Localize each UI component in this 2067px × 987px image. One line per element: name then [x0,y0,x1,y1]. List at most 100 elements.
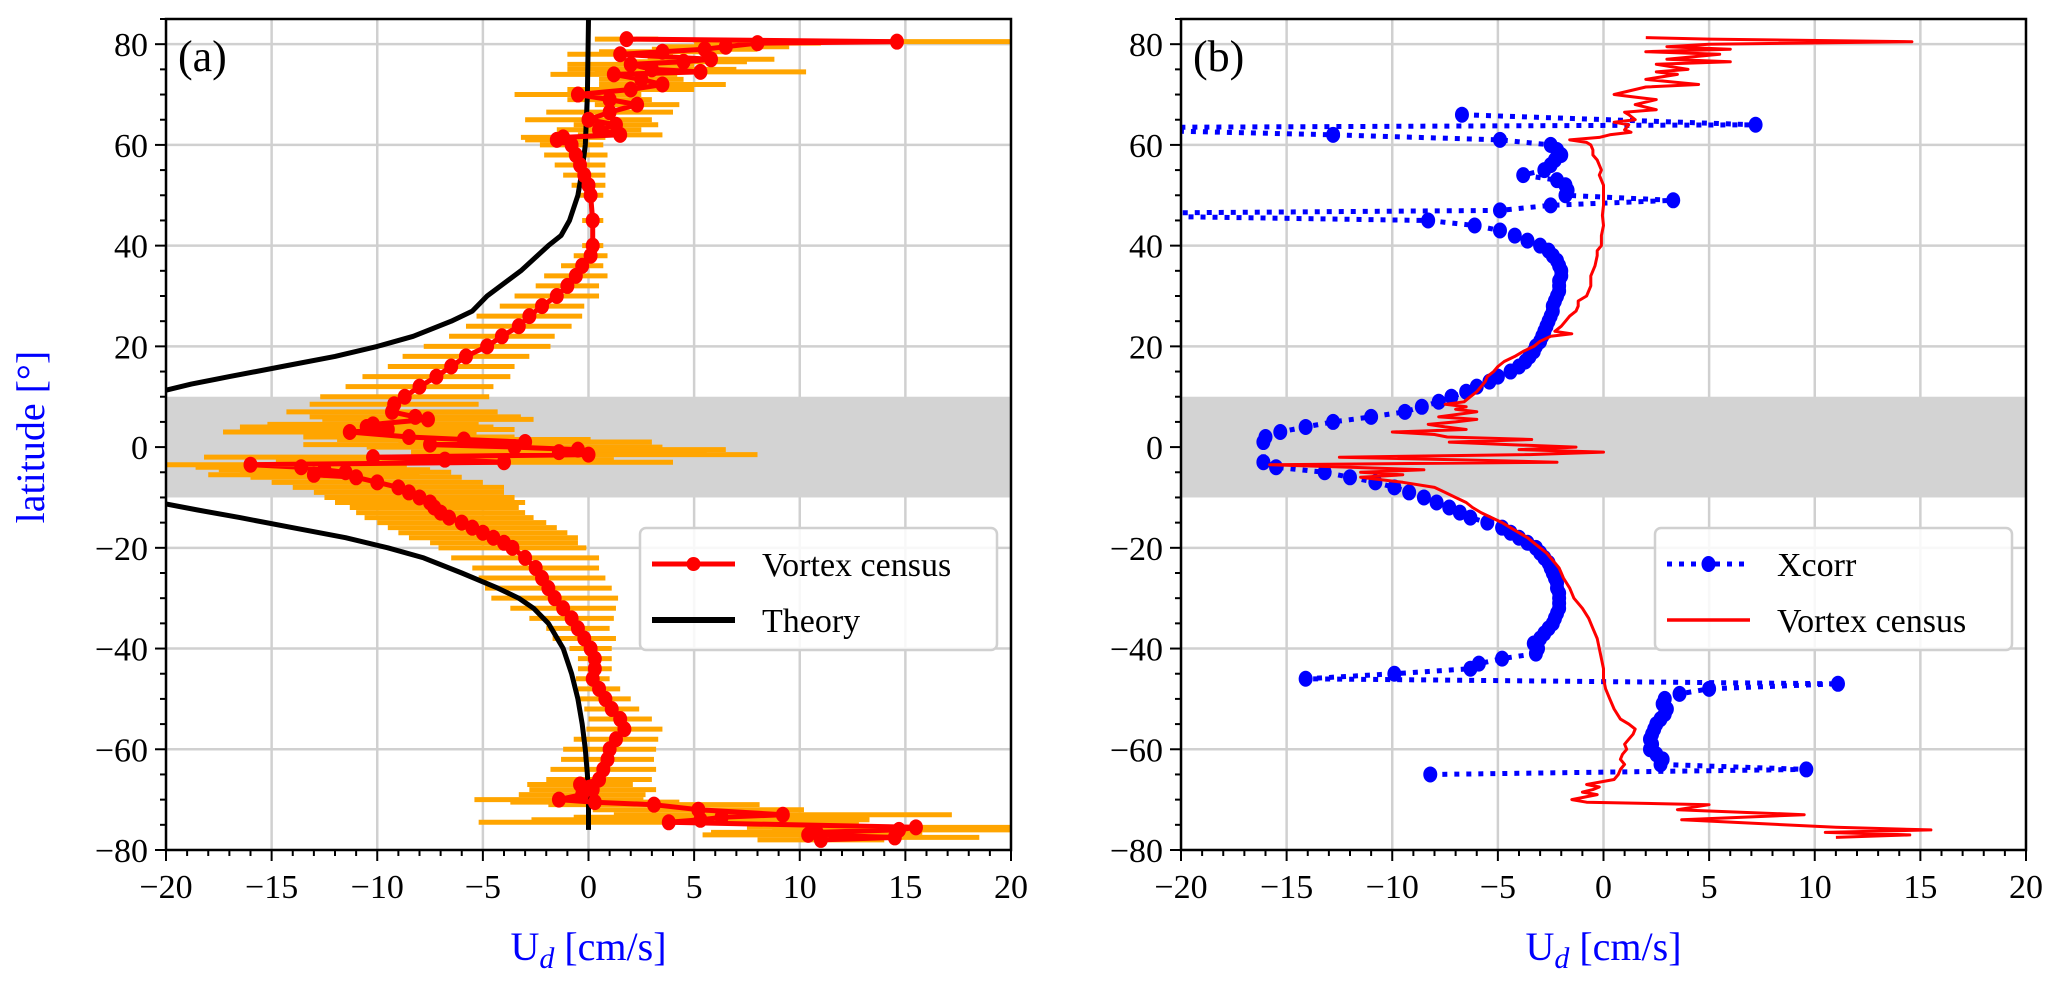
axes-frame [1179,17,2028,852]
vortex-census-point [522,308,537,325]
vortex-census-point [437,451,452,468]
vortex-census-point [887,829,902,846]
vortex-census-point [551,444,566,461]
panel-a-plot-area [166,19,1011,850]
xcorr-point [1463,660,1478,677]
x-tick-label: 5 [686,869,703,906]
xcorr-point [1452,504,1467,521]
xcorr-point [1454,106,1469,123]
y-tick-label: 80 [1129,27,1163,64]
y-tick-label: −80 [95,833,148,870]
xcorr-point [1516,167,1531,184]
vortex-census-point [889,33,904,50]
xcorr-point [1326,413,1341,430]
vortex-census-point [644,61,659,78]
y-tick-label: −60 [1110,732,1163,769]
xcorr-point [1558,187,1573,204]
vortex-census-point [556,600,571,617]
y-tick-label: 60 [114,128,148,165]
vortex-census-point [585,212,600,229]
vortex-census-point [385,403,400,420]
legend-marker [686,557,701,571]
vortex-census-point [693,811,708,828]
vortex-census-point [338,464,353,481]
xcorr-point [1537,162,1552,179]
vortex-census-point [380,421,395,438]
vortex-census-point [465,519,480,536]
vortex-census-point [619,31,634,48]
x-tick-label: 20 [2009,869,2043,906]
x-tick-label: −20 [139,869,192,906]
vortex-census-point [606,66,621,83]
vortex-census-point [366,449,381,466]
xcorr-point [1492,222,1507,239]
vortex-census-point [602,104,617,121]
xcorr-point [1256,454,1271,471]
panel-a: (a) Vortex census Theory −20 −15 −10 −5 0 5 10 1… [8,17,1028,975]
vortex-census-point [454,514,469,531]
legend-label: Vortex census [1777,603,1966,640]
xcorr-point [1469,378,1484,395]
vortex-census-point [560,277,575,294]
xcorr-point [1503,363,1518,380]
vortex-census-point [623,81,638,98]
vortex-census-point [617,721,632,738]
panel-b-x-ticks: −20 −15 −10 −5 0 5 10 15 20 [1154,850,2043,906]
vortex-census-line [1268,36,1933,839]
x-tick-label: −15 [1260,869,1313,906]
y-tick-label: 0 [131,430,148,467]
legend-label: Xcorr [1777,547,1857,584]
vortex-census-point [583,187,598,204]
vortex-census-point [583,247,598,264]
x-tick-label: −15 [245,869,298,906]
vortex-census-point [581,446,596,463]
panel-a-label: (a) [178,32,227,81]
xcorr-point [1256,434,1271,451]
vortex-census-point [317,461,332,478]
xcorr-point [1326,126,1341,143]
vortex-census-point [613,46,628,63]
vortex-census-point [475,524,490,541]
vortex-census-point [570,441,585,458]
xcorr-point [1520,232,1535,249]
vortex-census-point [444,358,459,375]
vortex-census-point [570,86,585,103]
x-tick-label: 5 [1701,869,1718,906]
vortex-census-point [568,267,583,284]
vortex-census-point [505,539,520,556]
vortex-census-point [486,529,501,546]
vortex-census-point [408,408,423,425]
xcorr-point [1423,766,1438,783]
vortex-census-point [359,418,374,435]
vortex-census-point [630,96,645,113]
x-tick-label: −20 [1154,869,1207,906]
xcorr-point [1672,685,1687,702]
vortex-census-point [585,781,600,798]
x-tick-label: −5 [1480,869,1516,906]
vortex-census-point [294,459,309,476]
y-tick-label: −40 [1110,632,1163,669]
panel-b-x-axis-label: Ud [cm/s] [1525,924,1681,975]
y-tick-label: 20 [114,329,148,366]
xcorr-point [1748,116,1763,133]
xcorr-point [1397,403,1412,420]
panel-b-label: (b) [1193,32,1244,81]
vortex-census-point [456,431,471,448]
xcorr-point [1387,665,1402,682]
y-tick-label: 40 [114,229,148,266]
xcorr-point [1269,459,1284,476]
y-tick-label: 80 [114,27,148,64]
xcorr-point [1702,680,1717,697]
xcorr-point [1364,408,1379,425]
vortex-census-point [613,126,628,143]
vortex-census-point [342,423,357,440]
vortex-census-point [429,368,444,385]
vortex-census-point [750,35,765,52]
vortex-census-point [714,809,729,826]
x-tick-label: −5 [465,869,501,906]
panel-b-legend: Xcorr Vortex census [1653,526,2014,652]
vortex-census-point [661,814,676,831]
vortex-census-point [401,429,416,446]
xcorr-point [1444,388,1459,405]
